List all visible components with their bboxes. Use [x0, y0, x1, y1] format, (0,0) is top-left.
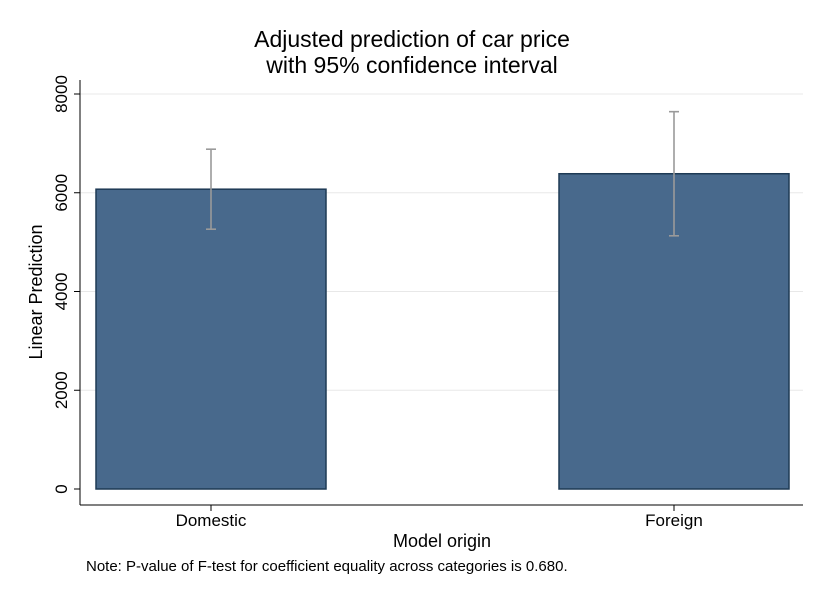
tick-labels: 0 2000 4000 6000 8000 Domestic Foreign [52, 75, 703, 530]
ci-domestic [206, 148, 216, 230]
bar-domestic [95, 188, 327, 490]
ci-foreign [669, 110, 679, 237]
chart-title-line-2: with 95% confidence interval [265, 52, 558, 78]
axes [74, 80, 803, 511]
y-tick-label: 2000 [52, 371, 71, 409]
confidence-intervals [206, 110, 679, 237]
y-tick-label: 4000 [52, 273, 71, 311]
chart-title-line-1: Adjusted prediction of car price [254, 26, 570, 52]
x-axis-label: Model origin [393, 531, 491, 551]
x-tick-label-foreign: Foreign [645, 511, 703, 530]
y-tick-label: 8000 [52, 75, 71, 113]
y-axis-label: Linear Prediction [26, 224, 46, 359]
footnote: Note: P-value of F-test for coefficient … [86, 558, 568, 575]
x-tick-label-domestic: Domestic [176, 511, 247, 530]
y-tick-label: 6000 [52, 174, 71, 212]
y-tick-label: 0 [52, 484, 71, 493]
